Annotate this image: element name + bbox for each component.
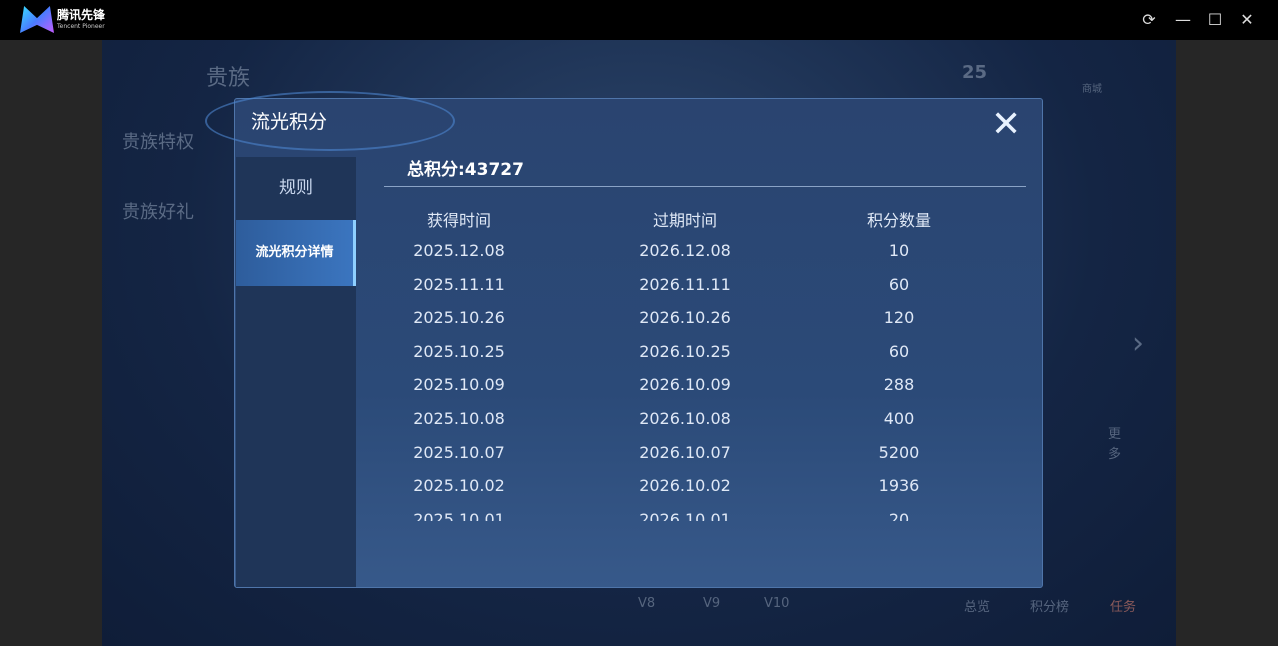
maximize-icon[interactable]: ☐ xyxy=(1207,10,1223,29)
earned-date: 2025.12.08 xyxy=(413,241,505,260)
earned-date: 2025.10.09 xyxy=(413,375,505,395)
expiry-date: 2026.12.08 xyxy=(639,241,731,260)
table-row: 2025.10.08 2026.10.08 400 xyxy=(384,409,1026,433)
bg-bottom-tab: 任务 xyxy=(1110,600,1137,615)
bg-shop: 商城 xyxy=(1082,84,1102,95)
dialog-tabs: 规则 流光积分详情 xyxy=(236,157,356,587)
expiry-date: 2026.10.09 xyxy=(639,375,731,395)
table-header: 获得时间 过期时间 积分数量 xyxy=(384,207,1026,231)
table-row: 2025.11.11 2026.11.11 60 xyxy=(384,275,1026,299)
divider xyxy=(384,186,1026,187)
next-arrow-icon: › xyxy=(1132,326,1144,361)
brand-name: 腾讯先锋 xyxy=(57,8,106,22)
earned-date: 2025.10.26 xyxy=(413,308,505,328)
points-amount: 10 xyxy=(888,241,910,260)
bg-side-item: 贵族特权 xyxy=(122,132,194,153)
points-amount: 20 xyxy=(888,509,910,521)
expiry-date: 2026.11.11 xyxy=(639,274,731,294)
table-row: 2025.10.25 2026.10.25 60 xyxy=(384,342,1026,366)
tab-points-detail[interactable]: 流光积分详情 xyxy=(236,220,356,286)
expiry-date: 2026.10.26 xyxy=(639,308,731,328)
bg-more: 更多 xyxy=(1108,427,1122,462)
points-table[interactable]: 获得时间 过期时间 积分数量 2025.12.08 2026.12.08 10 202… xyxy=(384,203,1026,521)
earned-date: 2025.10.25 xyxy=(413,341,505,361)
table-row: 2025.10.02 2026.10.02 1936 xyxy=(384,476,1026,500)
close-dialog-button[interactable]: ✕ xyxy=(991,104,1022,145)
points-dialog: 流光积分 ✕ 规则 流光积分详情 总积分:43727 获得时间 过期时间 积分数… xyxy=(205,91,1043,588)
column-header: 积分数量 xyxy=(866,211,931,230)
points-amount: 5200 xyxy=(878,442,920,462)
expiry-date: 2026.10.02 xyxy=(639,476,731,496)
column-header: 获得时间 xyxy=(426,211,491,230)
dialog-title: 流光积分 xyxy=(251,111,328,133)
points-amount: 120 xyxy=(883,308,915,328)
expiry-date: 2026.10.08 xyxy=(639,409,731,428)
points-amount: 288 xyxy=(883,375,915,395)
table-row: 2025.10.26 2026.10.26 120 xyxy=(384,308,1026,332)
expiry-date: 2026.10.25 xyxy=(639,341,731,361)
brand-subtitle: Tencent Pioneer xyxy=(57,23,105,30)
table-row: 2025.10.09 2026.10.09 288 xyxy=(384,375,1026,399)
refresh-icon[interactable]: ⟳ xyxy=(1142,10,1156,29)
earned-date: 2025.11.11 xyxy=(413,274,505,294)
column-header: 过期时间 xyxy=(652,211,717,230)
expiry-date: 2026.10.01 xyxy=(639,509,731,521)
close-icon[interactable]: ✕ xyxy=(1240,10,1254,29)
earned-date: 2025.10.07 xyxy=(413,442,505,462)
bg-side-item: 贵族好礼 xyxy=(122,202,194,223)
total-points: 总积分:43727 xyxy=(407,160,524,180)
bg-bottom-tab: V8 xyxy=(638,596,656,611)
points-amount: 60 xyxy=(888,274,910,294)
bg-coins: 25 xyxy=(962,62,988,83)
tab-rules[interactable]: 规则 xyxy=(279,178,313,198)
bg-bottom-tab: V10 xyxy=(764,596,790,611)
bg-bottom-tab: 积分榜 xyxy=(1030,600,1070,615)
earned-date: 2025.10.01 xyxy=(413,509,505,521)
expiry-date: 2026.10.07 xyxy=(639,442,731,462)
table-row: 2025.10.01 2026.10.01 20 xyxy=(384,510,1026,521)
points-amount: 1936 xyxy=(878,476,920,496)
decorative-swirl xyxy=(205,91,455,151)
bg-bottom-tab: V9 xyxy=(703,596,721,611)
table-row: 2025.12.08 2026.12.08 10 xyxy=(384,241,1026,265)
earned-date: 2025.10.02 xyxy=(413,476,505,496)
tencent-pioneer-logo-icon xyxy=(20,6,54,33)
points-amount: 400 xyxy=(883,409,915,428)
table-row: 2025.10.07 2026.10.07 5200 xyxy=(384,443,1026,467)
bg-bottom-tab: 总览 xyxy=(964,600,991,615)
points-amount: 60 xyxy=(888,341,910,361)
title-bar: 腾讯先锋 Tencent Pioneer ⟳ — ☐ ✕ xyxy=(0,0,1278,40)
earned-date: 2025.10.08 xyxy=(413,409,505,428)
minimize-icon[interactable]: — xyxy=(1175,10,1191,29)
bg-title: 贵族 xyxy=(206,66,251,91)
